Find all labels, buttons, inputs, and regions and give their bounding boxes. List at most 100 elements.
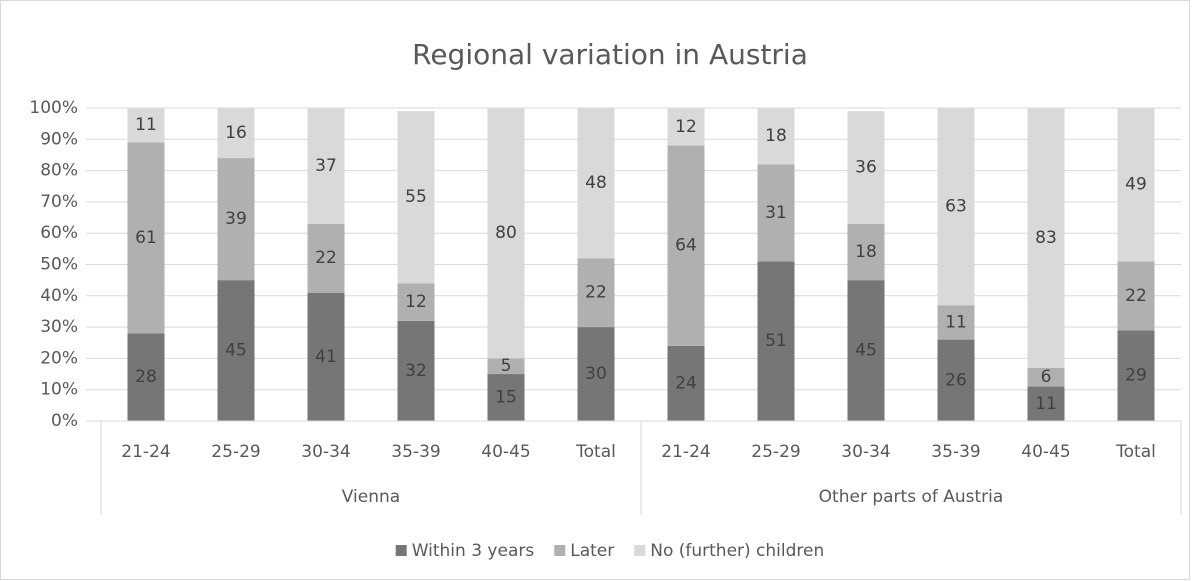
y-tick-label: 40% [40, 286, 78, 306]
bar-segment [397, 283, 435, 321]
y-tick-label: 50% [40, 255, 78, 275]
legend-label: No (further) children [650, 541, 824, 561]
bar-segment [127, 142, 165, 334]
legend-label: Within 3 years [412, 541, 535, 561]
bar-segment [667, 145, 705, 346]
bar-segment [307, 223, 345, 293]
bar-segment [1027, 386, 1065, 421]
bar-segment [1027, 108, 1065, 368]
y-tick-label: 30% [40, 317, 78, 337]
bar-segment [847, 280, 885, 421]
y-tick-label: 70% [40, 192, 78, 212]
x-tick-label: 40-45 [481, 442, 530, 462]
bar-segment [757, 261, 795, 421]
group-label: Vienna [342, 487, 400, 507]
data-label: 61 [135, 228, 157, 248]
y-tick-label: 20% [40, 348, 78, 368]
legend-swatch [634, 545, 646, 556]
y-tick-label: 10% [40, 380, 78, 400]
data-label: 6 [1041, 367, 1052, 387]
data-label: 22 [1125, 286, 1147, 306]
data-label: 41 [315, 347, 337, 367]
bar-segment [127, 333, 165, 421]
data-label: 48 [585, 173, 607, 193]
x-tick-label: Total [1115, 442, 1156, 462]
y-tick-label: 0% [51, 411, 78, 431]
bar-segment [1027, 367, 1065, 387]
bar-segment [397, 320, 435, 421]
data-label: 26 [945, 370, 967, 390]
data-label: 12 [405, 292, 427, 312]
bar-segment [757, 108, 795, 165]
y-tick-label: 100% [29, 98, 78, 118]
data-label: 83 [1035, 228, 1057, 248]
data-label: 22 [315, 248, 337, 268]
data-label: 32 [405, 361, 427, 381]
bar-segment [757, 164, 795, 262]
x-tick-label: Total [575, 442, 616, 462]
data-label: 15 [495, 388, 517, 408]
data-label: 22 [585, 283, 607, 303]
x-tick-label: 30-34 [301, 442, 350, 462]
bar-segment [307, 292, 345, 421]
bar-segment [487, 374, 525, 421]
y-tick-label: 80% [40, 161, 78, 181]
data-label: 18 [855, 242, 877, 262]
data-label: 51 [765, 331, 787, 351]
chart-title: Regional variation in Austria [412, 38, 808, 71]
bar-segment [487, 108, 525, 359]
bar-segment [1117, 330, 1155, 421]
bar-segment [1117, 261, 1155, 331]
x-tick-label: 40-45 [1021, 442, 1070, 462]
bar-segment [667, 108, 705, 146]
data-label: 36 [855, 157, 877, 177]
legend-label: Later [570, 541, 614, 561]
data-label: 12 [675, 117, 697, 137]
bar-segment [307, 108, 345, 224]
data-label: 30 [585, 364, 607, 384]
data-label: 63 [945, 197, 967, 217]
x-tick-label: 35-39 [931, 442, 980, 462]
legend-swatch [395, 545, 407, 556]
bar-segment [577, 258, 615, 328]
bar-segment [217, 280, 255, 421]
x-tick-label: 35-39 [391, 442, 440, 462]
data-label: 24 [675, 373, 697, 393]
data-label: 28 [135, 367, 157, 387]
bar-segment [217, 158, 255, 281]
data-label: 29 [1125, 366, 1147, 386]
data-label: 37 [315, 156, 337, 176]
bar-segment [397, 111, 435, 284]
bar-segment [1117, 108, 1155, 262]
data-label: 45 [225, 341, 247, 361]
data-label: 11 [945, 312, 967, 332]
data-label: 39 [225, 209, 247, 229]
data-label: 64 [675, 236, 697, 256]
data-label: 11 [1035, 394, 1057, 414]
x-tick-label: 30-34 [841, 442, 890, 462]
bar-segment [847, 223, 885, 281]
data-label: 16 [225, 123, 247, 143]
y-tick-label: 60% [40, 223, 78, 243]
bar-segment [667, 345, 705, 421]
data-label: 11 [135, 115, 157, 135]
bar-segment [937, 108, 975, 306]
x-tick-label: 25-29 [211, 442, 260, 462]
y-tick-label: 90% [40, 129, 78, 149]
bar-segment [847, 111, 885, 224]
data-label: 31 [765, 203, 787, 223]
data-label: 80 [495, 223, 517, 243]
bar-segment [217, 108, 255, 159]
data-label: 49 [1125, 175, 1147, 195]
x-tick-label: 21-24 [661, 442, 710, 462]
bar-segment [937, 305, 975, 340]
bar-segment [487, 358, 525, 375]
group-label: Other parts of Austria [819, 487, 1004, 507]
legend-swatch [554, 545, 566, 556]
x-tick-label: 21-24 [121, 442, 170, 462]
data-label: 45 [855, 341, 877, 361]
bar-segment [937, 339, 975, 421]
bar-segment [577, 327, 615, 421]
data-label: 5 [501, 356, 512, 376]
